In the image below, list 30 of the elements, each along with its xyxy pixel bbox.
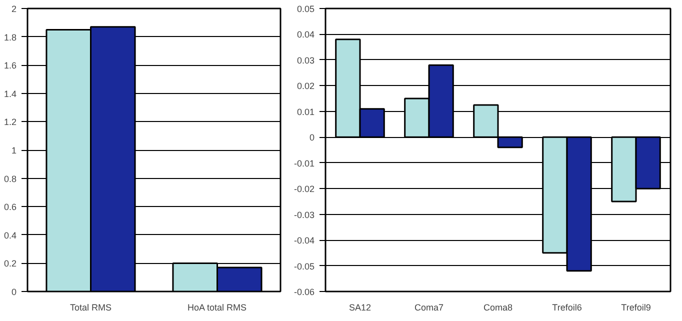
- y-tick-label: -0.03: [294, 210, 314, 220]
- y-tick-label: 0.2: [4, 258, 17, 269]
- y-tick-label: 0.02: [296, 81, 315, 92]
- y-tick-label: 1.4: [4, 88, 17, 99]
- x-tick-label: Trefoil9: [621, 302, 651, 312]
- y-tick-label: 1.6: [4, 60, 17, 71]
- y-tick-label: 0.4: [4, 230, 17, 240]
- y-tick-label: -0.01: [294, 158, 314, 168]
- x-tick-label: Trefoil6: [552, 302, 582, 312]
- y-tick-label: -0.04: [294, 236, 314, 246]
- y-tick-label: -0.02: [294, 184, 314, 194]
- y-tick-label: -0.06: [294, 287, 314, 297]
- y-tick-label: 0.01: [296, 106, 315, 117]
- y-tick-label: 1.8: [4, 32, 17, 42]
- y-tick-label: 0.04: [296, 30, 315, 40]
- y-tick-label: 0: [309, 132, 315, 143]
- y-tick-label: 2: [11, 4, 17, 14]
- y-tick-label: -0.05: [294, 261, 314, 272]
- y-tick-label: 1: [11, 146, 17, 156]
- x-tick-label: Coma8: [483, 302, 513, 312]
- x-tick-label: Coma7: [414, 302, 444, 312]
- y-tick-label: 0.8: [4, 174, 17, 184]
- y-tick-label: 1.2: [4, 117, 17, 128]
- y-tick-label: 0.03: [296, 55, 315, 66]
- y-tick-label: 0.05: [296, 4, 315, 14]
- y-tick-label: 0.6: [4, 202, 17, 212]
- x-tick-label: Total RMS: [70, 302, 112, 312]
- x-tick-label: HoA total RMS: [187, 302, 247, 312]
- x-tick-label: SA12: [348, 302, 372, 312]
- y-tick-label: 0: [11, 287, 17, 297]
